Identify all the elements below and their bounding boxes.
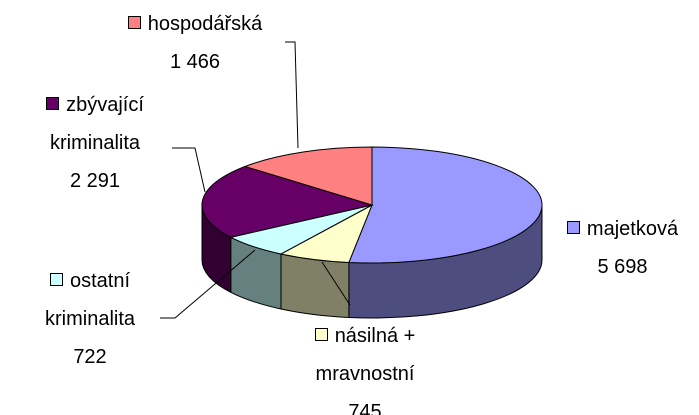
leader-line (160, 249, 256, 319)
slice-label: majetková 5 698 (550, 210, 695, 286)
value-label: 745 (348, 401, 382, 415)
slice-side (280, 253, 350, 318)
slice-label: hospodářská 1 466 (95, 5, 295, 81)
slice-label: násilná + mravnostní 745 (270, 317, 460, 415)
category-label: majetková (586, 218, 679, 240)
legend-swatch (46, 97, 60, 110)
slice-label: ostatní kriminalita 722 (5, 262, 175, 376)
legend-swatch (49, 273, 63, 286)
legend-swatch (127, 16, 141, 29)
category-label: zbývající kriminalita (49, 94, 144, 154)
slice (201, 165, 374, 238)
leader-line (172, 147, 206, 193)
category-label: hospodářská (147, 13, 263, 35)
value-label: 1 466 (169, 51, 221, 73)
value-label: 2 291 (69, 170, 121, 192)
legend-swatch (314, 328, 328, 341)
slice (348, 146, 543, 264)
legend-swatch (566, 221, 580, 234)
category-label: ostatní kriminalita (44, 270, 136, 330)
slice (243, 146, 373, 206)
category-label: násilná + mravnostní (315, 325, 416, 385)
leader-line (321, 261, 351, 306)
value-label: 722 (73, 346, 107, 368)
value-label: 5 698 (597, 256, 648, 278)
slice-label: zbývající kriminalita 2 291 (15, 86, 175, 200)
leader-line (285, 41, 299, 149)
